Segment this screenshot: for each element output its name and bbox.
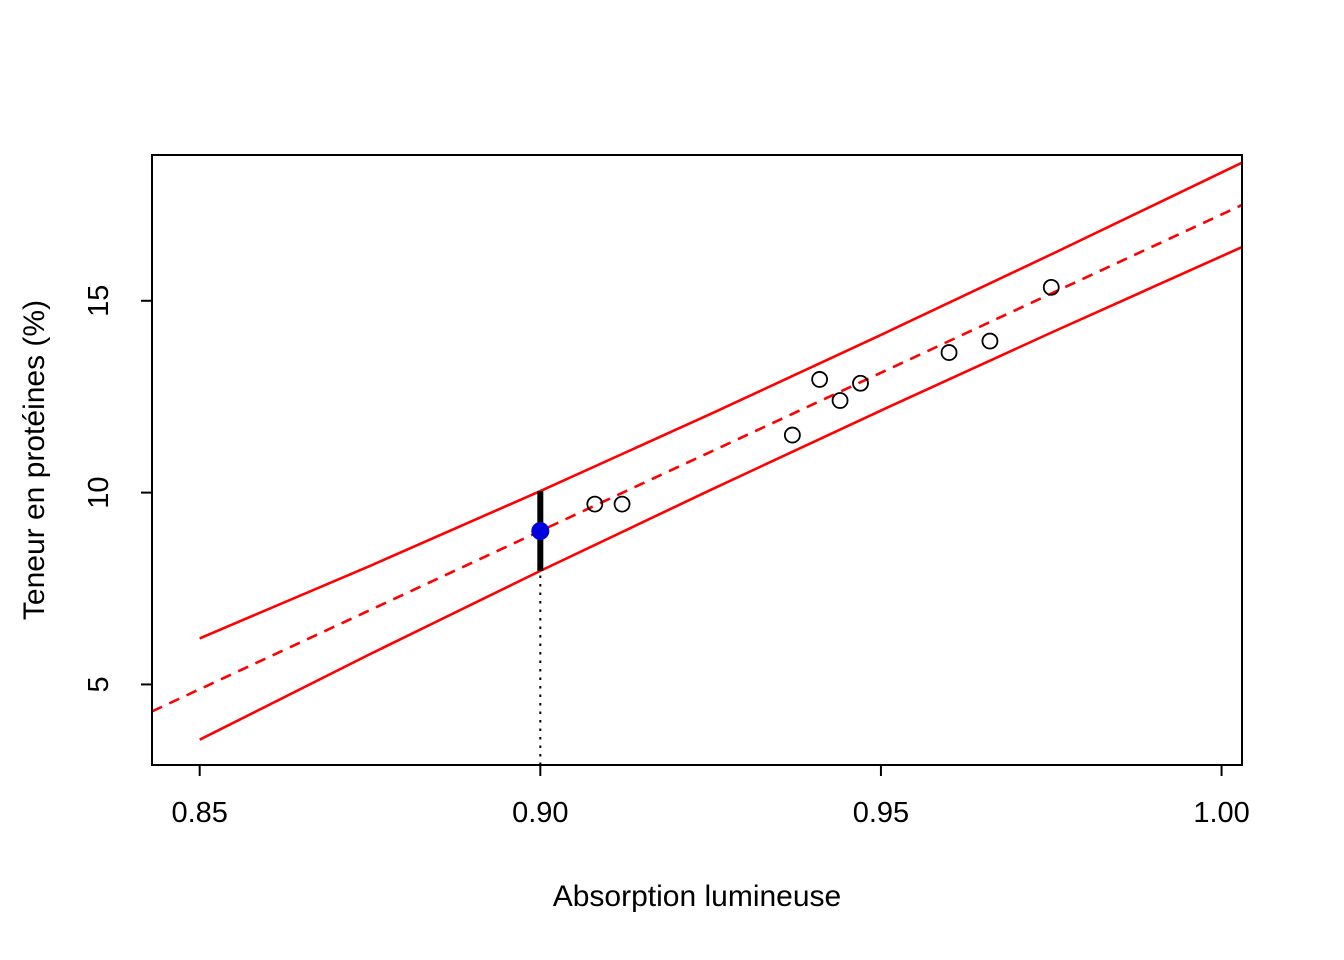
x-tick-label: 0.90 — [512, 797, 568, 829]
y-axis-title: Teneur en protéines (%) — [18, 300, 51, 620]
y-tick-label: 5 — [83, 676, 115, 692]
prediction-band-lower — [199, 245, 1243, 741]
x-tick-label: 0.85 — [171, 797, 227, 829]
data-point — [1042, 278, 1060, 296]
x-axis-title: Absorption lumineuse — [553, 880, 842, 913]
data-point — [831, 392, 849, 409]
plot-box — [151, 154, 1243, 766]
x-tick-label: 0.95 — [853, 797, 909, 829]
y-tick-label: 10 — [83, 476, 115, 508]
data-point — [613, 495, 631, 513]
data-point — [811, 371, 829, 388]
data-point — [783, 426, 801, 444]
data-point — [852, 374, 869, 392]
prediction-band-layer — [199, 161, 1243, 741]
axes-layer: 0.85 0.90 0.95 1.00 5 10 15 — [83, 154, 1250, 829]
data-point — [940, 344, 958, 361]
y-tick-label: 15 — [83, 285, 115, 317]
prediction-band-upper — [199, 161, 1243, 640]
predicted-point — [531, 521, 550, 540]
regression-line — [151, 203, 1243, 713]
data-points-layer — [531, 278, 1060, 540]
x-tick-label: 1.00 — [1193, 797, 1249, 829]
data-point — [981, 332, 999, 350]
data-point — [586, 495, 604, 513]
